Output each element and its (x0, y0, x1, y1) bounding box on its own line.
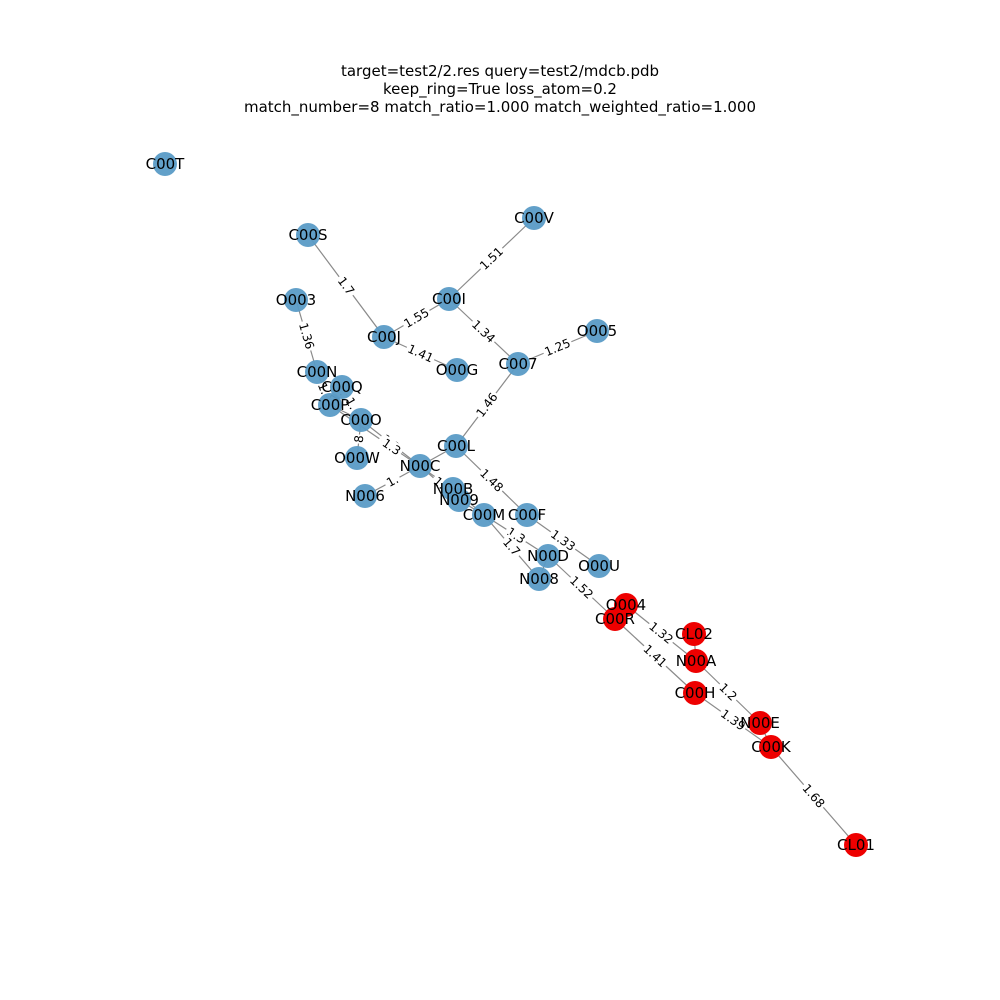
node-label-c00h: C00H (675, 684, 716, 702)
node-o00g (445, 358, 469, 382)
node-label-c00i: C00I (432, 290, 466, 308)
node-label-c00m: C00M (463, 506, 506, 524)
node-c00q (330, 375, 354, 399)
node-c00v (522, 206, 546, 230)
edge-label-C00O-O00W: 8 (351, 433, 367, 445)
svg-text:1.41: 1.41 (405, 342, 435, 366)
node-label-n006: N006 (345, 487, 385, 505)
node-n00a (684, 649, 708, 673)
node-c00f (515, 503, 539, 527)
node-o00u (587, 554, 611, 578)
node-label-c00o: C00O (340, 411, 381, 429)
node-c00h (683, 681, 707, 705)
node-n008 (527, 567, 551, 591)
title-line-1: target=test2/2.res query=test2/mdcb.pdb (340, 62, 660, 80)
node-label-o00u: O00U (578, 557, 620, 575)
edge-label-O005-C007: 1.25 (540, 335, 575, 360)
node-n009 (447, 488, 471, 512)
node-label-c00v: C00V (514, 209, 555, 227)
node-label-n00b: N00B (433, 480, 474, 498)
node-layer (153, 152, 868, 857)
node-label-cl02: CL02 (675, 625, 713, 643)
node-label-n00a: N00A (676, 652, 717, 670)
edge-label-C00J-O00G: 1.41 (403, 340, 438, 367)
node-label-c00k: C00K (751, 738, 792, 756)
node-cl02 (682, 622, 706, 646)
edge-label-N00C-N006: 1. (382, 471, 403, 491)
node-label-o004: O004 (606, 596, 646, 614)
node-label-c00p: C00P (311, 396, 350, 414)
svg-text:1.: 1. (315, 381, 332, 397)
svg-text:1.36: 1.36 (296, 321, 317, 351)
title-line-2: keep_ring=True loss_atom=0.2 (383, 80, 617, 98)
node-c00r (603, 607, 627, 631)
node-label-c00f: C00F (508, 506, 546, 524)
node-c00k (759, 735, 783, 759)
node-label-n00e: N00E (740, 714, 780, 732)
node-c00i (437, 287, 461, 311)
node-n00e (748, 711, 772, 735)
node-c00t (153, 152, 177, 176)
node-label-o005: O005 (577, 322, 617, 340)
node-label-c00r: C00R (595, 610, 635, 628)
node-label-o00g: O00G (436, 361, 479, 379)
node-o00w (345, 446, 369, 470)
node-c00m (472, 503, 496, 527)
node-label-c00n: C00N (297, 363, 338, 381)
node-label-layer: C00T C00V C00S C00I O003 O005 C00J O00G C007 C00N… (146, 155, 875, 854)
node-label-c007: C007 (498, 355, 537, 373)
node-label-c00j: C00J (367, 328, 401, 346)
node-n00d (536, 544, 560, 568)
edge-label-C007-C00L: 1.46 (472, 388, 502, 422)
node-c00l (444, 434, 468, 458)
node-label-o003: O003 (276, 291, 316, 309)
node-label-n008: N008 (519, 570, 559, 588)
node-label-n00c: N00C (400, 457, 441, 475)
node-label-c00s: C00S (288, 226, 327, 244)
node-label-n00d: N00D (527, 547, 569, 565)
node-label-c00l: C00L (437, 437, 476, 455)
node-label-c00q: C00Q (321, 378, 362, 396)
svg-text:8: 8 (352, 434, 367, 443)
node-label-c00t: C00T (146, 155, 186, 173)
node-c00n (305, 360, 329, 384)
edge-label-C00I-C00J: 1.55 (400, 304, 433, 332)
svg-text:1.: 1. (384, 472, 401, 490)
node-label-o00w: O00W (334, 449, 380, 467)
node-c007 (506, 352, 530, 376)
svg-text:1.25: 1.25 (542, 336, 572, 359)
node-n006 (353, 484, 377, 508)
node-c00p (318, 393, 342, 417)
edge-label-C00S-C00J: 1.7 (333, 272, 359, 300)
node-label-cl01: CL01 (837, 836, 875, 854)
title-line-3: match_number=8 match_ratio=1.000 match_w… (243, 98, 757, 116)
node-o005 (585, 319, 609, 343)
edge-label-C00Q-C00O: 1. (341, 393, 362, 414)
node-c00s (296, 223, 320, 247)
edge-label-C00K-CL01: 1.68 (798, 780, 829, 812)
edge-label-O003-C00N: 1.36 (295, 319, 318, 353)
node-o003 (284, 288, 308, 312)
node-cl01 (844, 833, 868, 857)
node-c00j (372, 325, 396, 349)
node-n00c (408, 454, 432, 478)
node-c00o (349, 408, 373, 432)
node-label-n009: N009 (439, 491, 479, 509)
